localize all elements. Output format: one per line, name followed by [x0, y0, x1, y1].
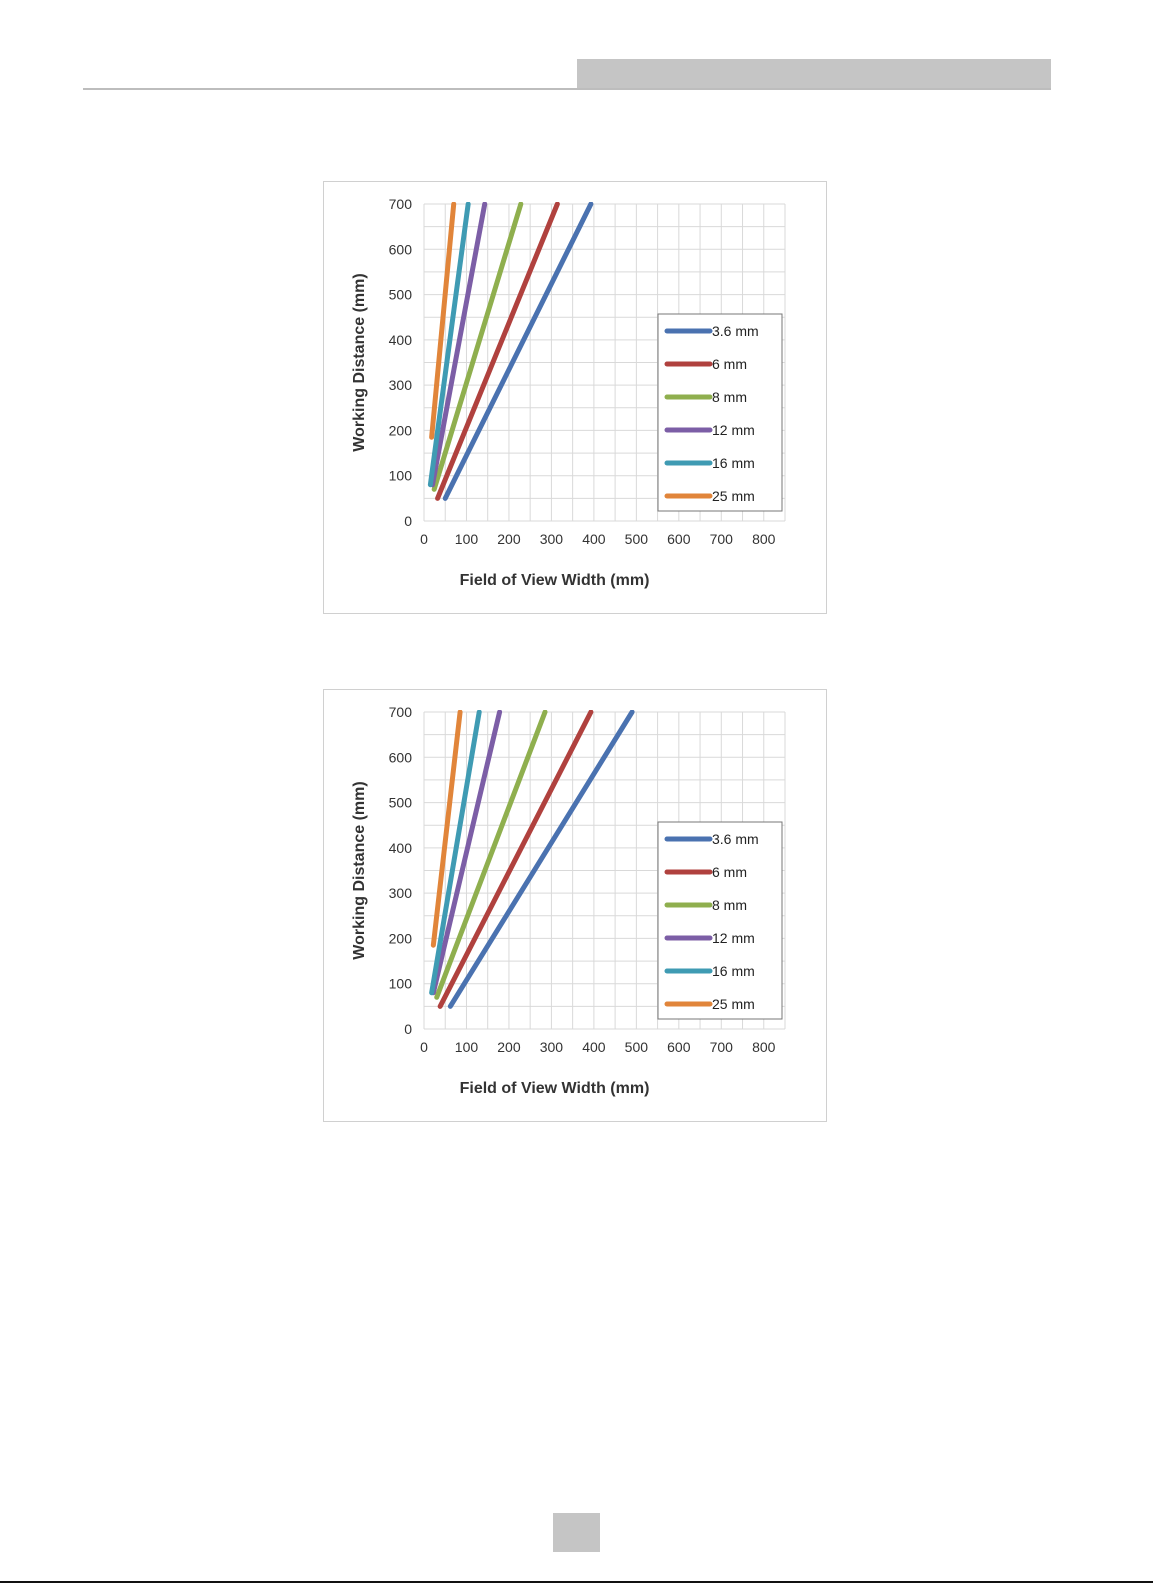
- chart-2-x-tick-label: 700: [710, 1039, 734, 1055]
- chart-1: 0 100 200 300 400 500 600 700 800 0 100 200 300 400 50…: [323, 181, 827, 614]
- chart-2-series-line-12-mm: [430, 710, 503, 996]
- chart-1-x-tick-label: 500: [625, 531, 649, 547]
- chart-1-x-tick-label: 400: [582, 531, 606, 547]
- chart-1-x-tick-label: 300: [540, 531, 564, 547]
- chart-1-y-tick-label: 500: [389, 287, 413, 303]
- chart-2-x-tick-label: 100: [455, 1039, 479, 1055]
- chart-2-y-tick-label: 200: [389, 930, 413, 946]
- chart-2-legend-label: 16 mm: [712, 963, 755, 979]
- header-rule: [83, 88, 1051, 90]
- chart-1-x-tick-label: 600: [667, 531, 691, 547]
- chart-2-series-line-6-mm: [437, 710, 594, 1009]
- chart-1-series-line-16-mm: [427, 202, 471, 488]
- chart-2-y-tick-label: 100: [389, 976, 413, 992]
- chart-2-x-tick-label: 600: [667, 1039, 691, 1055]
- chart-1-x-tick-label: 100: [455, 531, 479, 547]
- chart-1-x-tick-label: 0: [420, 531, 428, 547]
- chart-2-x-tick-label: 0: [420, 1039, 428, 1055]
- chart-1-legend-label: 12 mm: [712, 422, 755, 438]
- chart-1-y-tick-label: 600: [389, 241, 413, 257]
- chart-2-legend-label: 12 mm: [712, 930, 755, 946]
- chart-1-legend-label: 25 mm: [712, 488, 755, 504]
- chart-2-y-tick-label: 700: [389, 704, 413, 720]
- chart-2-y-tick-label: 500: [389, 795, 413, 811]
- chart-1-x-tick-label: 800: [752, 531, 776, 547]
- chart-1-legend-label: 6 mm: [712, 356, 747, 372]
- chart-2-series-group: [429, 710, 635, 1009]
- chart-2-y-tick-label: 0: [404, 1021, 412, 1037]
- chart-2-y-tick-label: 400: [389, 840, 413, 856]
- chart-2-legend-label: 8 mm: [712, 897, 747, 913]
- chart-1-y-axis-label: Working Distance (mm): [351, 273, 368, 451]
- chart-2-y-tick-label: 300: [389, 885, 413, 901]
- header-bar: [577, 59, 1051, 90]
- chart-2-y-axis-label: Working Distance (mm): [351, 781, 368, 959]
- chart-1-y-tick-label: 300: [389, 377, 413, 393]
- chart-2-series-line-8-mm: [434, 710, 548, 1000]
- chart-1-legend-box: [657, 313, 783, 512]
- chart-1-y-tick-label: 700: [389, 196, 413, 212]
- chart-1-legend-label: 3.6 mm: [712, 323, 759, 339]
- chart-2-legend-label: 25 mm: [712, 996, 755, 1012]
- chart-1-y-tick-label: 400: [389, 332, 413, 348]
- chart-1-svg: 0 100 200 300 400 500 600 700 800 0 100 200 300 400 50…: [351, 196, 786, 589]
- chart-1-y-tick-label: 100: [389, 468, 413, 484]
- chart-1-legend: 3.6 mm 6 mm 8 mm 12 mm 16 mm 25 mm: [657, 313, 783, 512]
- chart-1-series-line-25-mm: [429, 202, 457, 440]
- chart-1-series-line-12-mm: [429, 202, 488, 488]
- chart-2-y-tick-label: 600: [389, 749, 413, 765]
- chart-2-x-tick-label: 800: [752, 1039, 776, 1055]
- chart-2: 0 100 200 300 400 500 600 700 800 0 100 200 300 400 50…: [323, 689, 827, 1122]
- chart-2-series-line-25-mm: [430, 710, 463, 948]
- chart-1-series-line-3-6-mm: [442, 202, 594, 501]
- chart-2-legend-box: [657, 821, 783, 1020]
- chart-1-legend-label: 8 mm: [712, 389, 747, 405]
- chart-1-y-tick-label: 200: [389, 422, 413, 438]
- chart-1-x-tick-label: 200: [497, 531, 521, 547]
- chart-1-legend-label: 16 mm: [712, 455, 755, 471]
- chart-1-x-axis-label: Field of View Width (mm): [460, 572, 650, 589]
- chart-2-x-tick-label: 500: [625, 1039, 649, 1055]
- chart-2-x-axis-label: Field of View Width (mm): [460, 1080, 650, 1097]
- chart-2-legend: 3.6 mm 6 mm 8 mm 12 mm 16 mm 25 mm: [657, 821, 783, 1020]
- chart-2-series-line-3-6-mm: [447, 710, 635, 1009]
- bottom-rule: [0, 1581, 1153, 1583]
- chart-2-series-line-16-mm: [429, 710, 482, 996]
- chart-2-x-tick-label: 400: [582, 1039, 606, 1055]
- chart-2-x-tick-label: 300: [540, 1039, 564, 1055]
- chart-2-legend-label: 6 mm: [712, 864, 747, 880]
- chart-1-series-line-8-mm: [431, 202, 524, 492]
- chart-1-x-tick-label: 700: [710, 531, 734, 547]
- chart-1-series-group: [427, 202, 594, 501]
- chart-1-series-line-6-mm: [435, 202, 560, 501]
- chart-1-y-tick-label: 0: [404, 513, 412, 529]
- chart-2-svg: 0 100 200 300 400 500 600 700 800 0 100 200 300 400 50…: [351, 704, 786, 1097]
- page-number-tab: [553, 1513, 600, 1552]
- chart-2-x-tick-label: 200: [497, 1039, 521, 1055]
- chart-2-legend-label: 3.6 mm: [712, 831, 759, 847]
